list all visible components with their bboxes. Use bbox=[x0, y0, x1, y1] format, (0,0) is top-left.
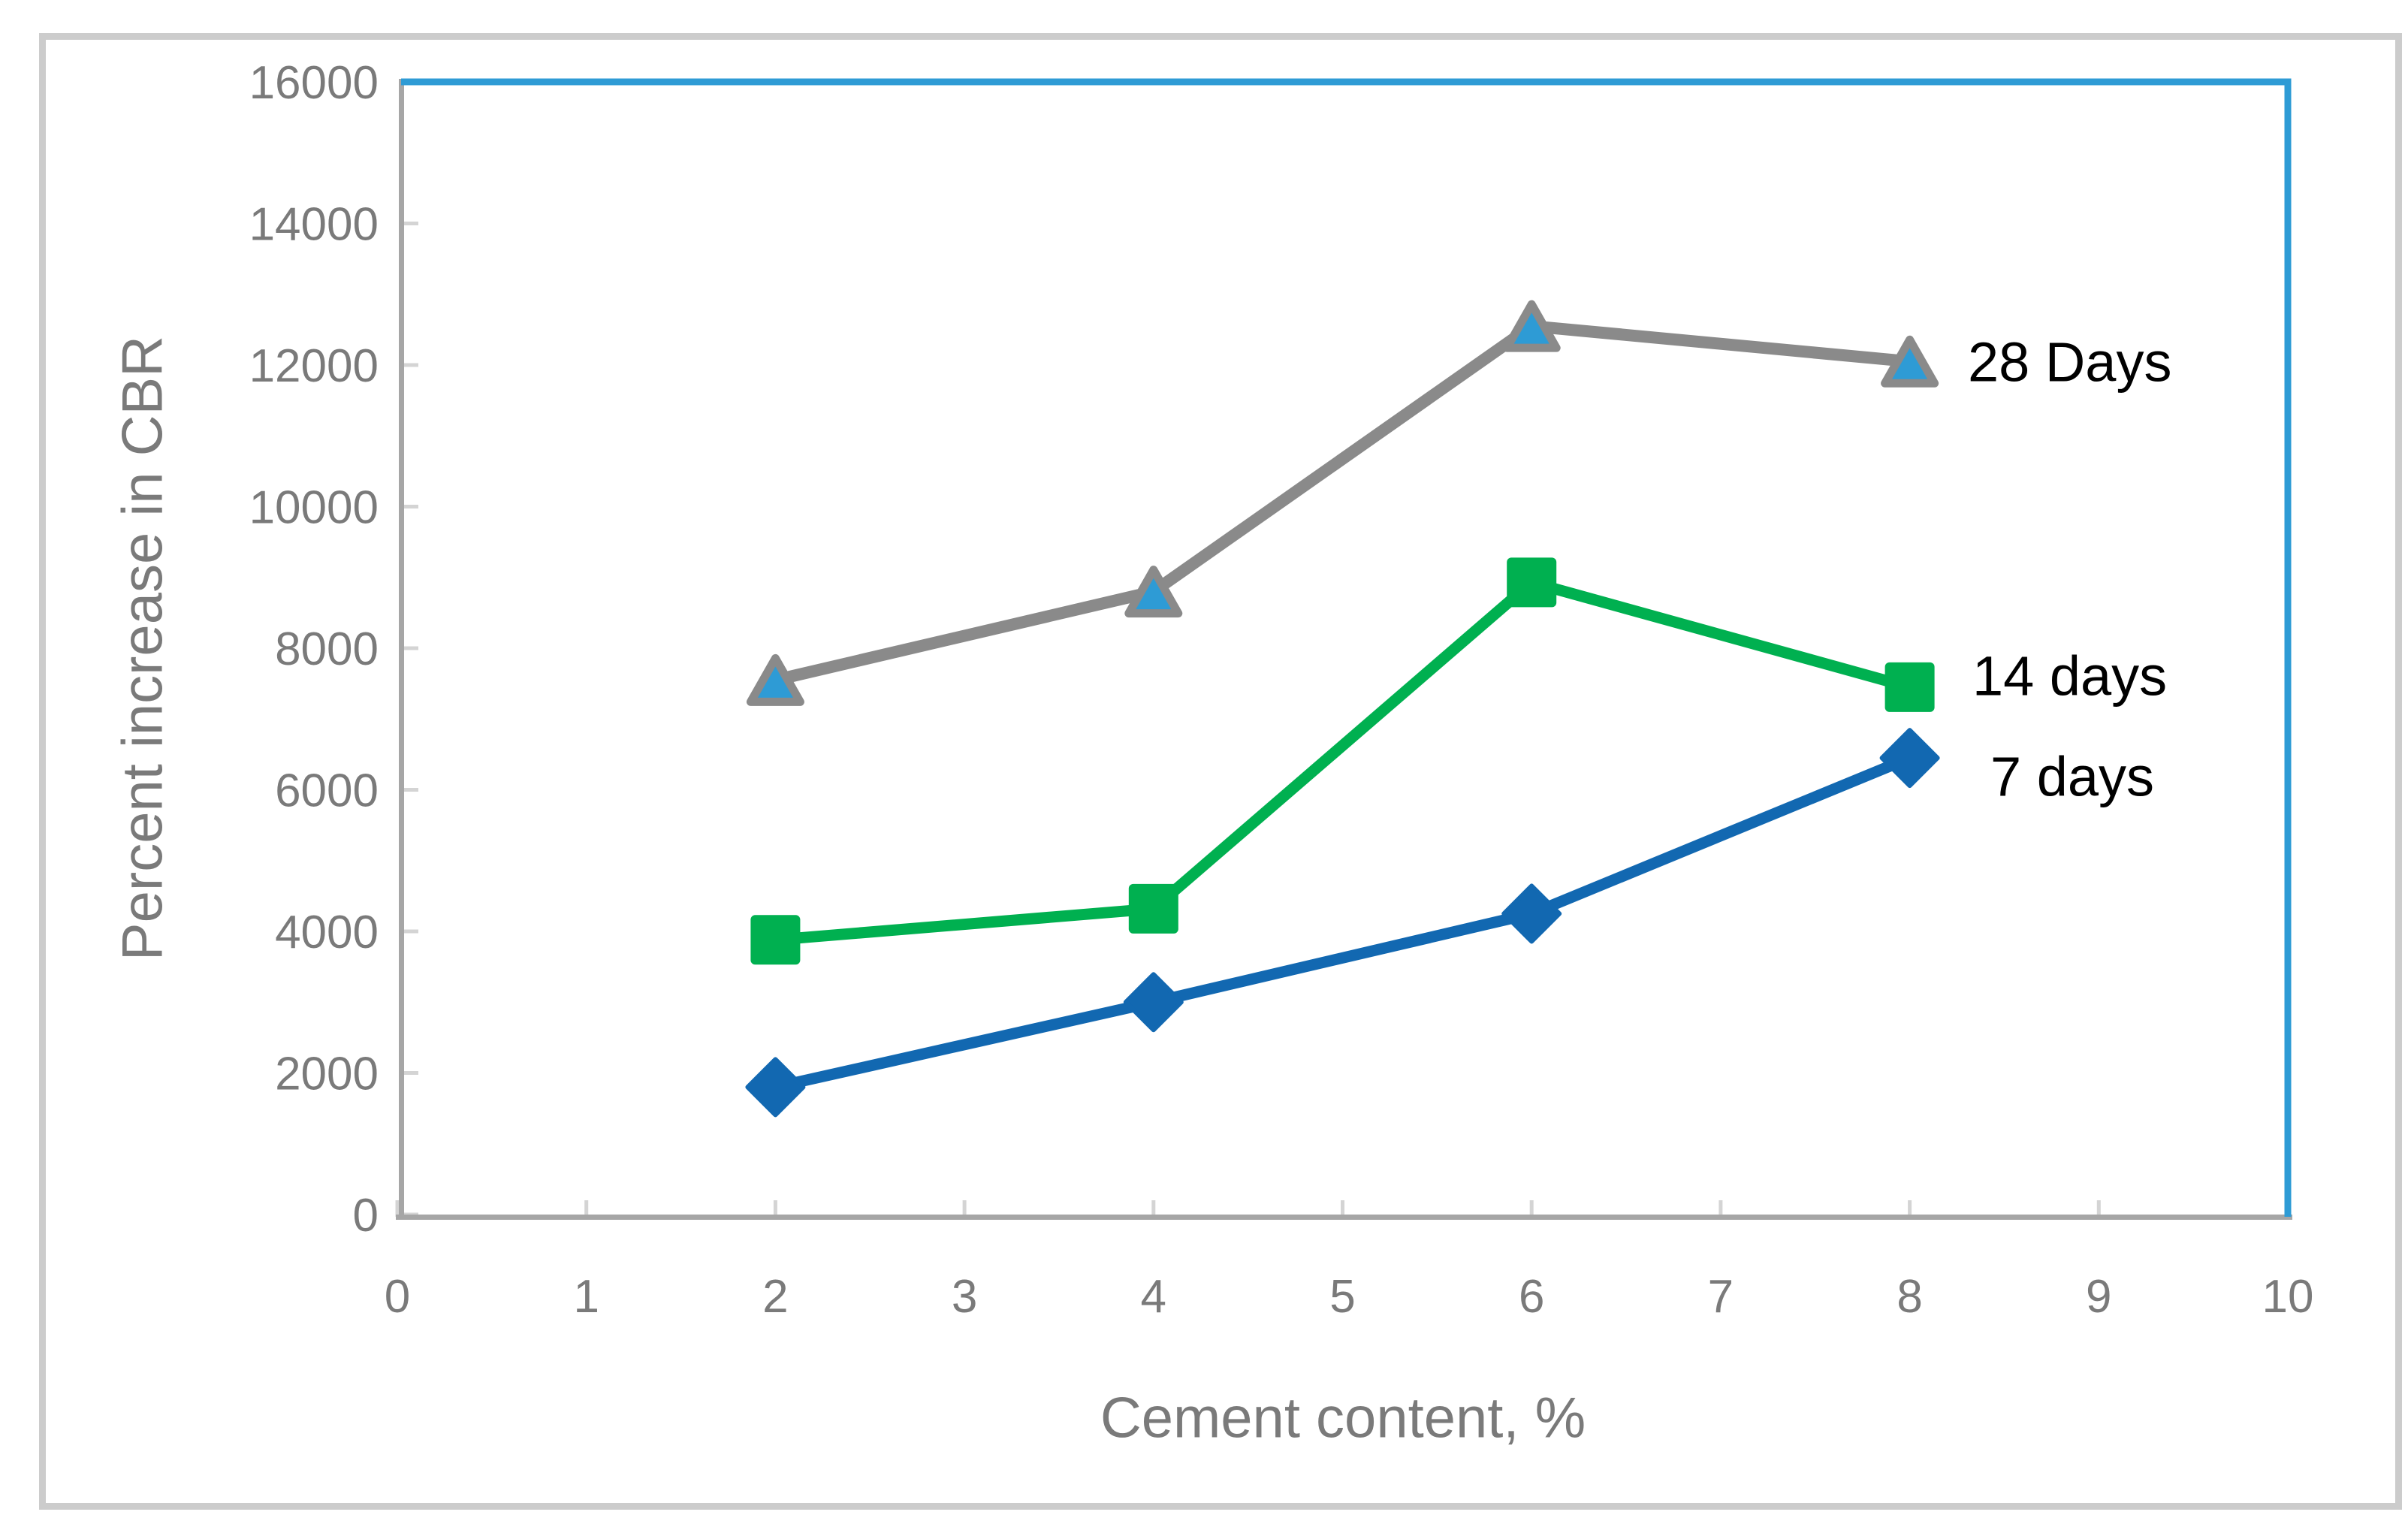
y-axis-tick-label: 16000 bbox=[249, 57, 379, 109]
series-label-14-days: 14 days bbox=[1972, 644, 2168, 708]
chart-frame-border bbox=[39, 33, 2402, 1510]
x-axis-tick-label: 1 bbox=[573, 1271, 599, 1323]
diamond-marker-7-days bbox=[1501, 883, 1562, 944]
triangle-marker-28-days bbox=[1502, 300, 1561, 352]
x-axis-tick-label: 2 bbox=[762, 1271, 788, 1323]
x-axis-tick-label: 7 bbox=[1708, 1271, 1734, 1323]
y-axis-tick-label: 0 bbox=[353, 1190, 379, 1242]
triangle-marker-28-days bbox=[746, 653, 804, 706]
y-axis-tick-label: 14000 bbox=[249, 199, 379, 251]
y-axis-tick-label: 6000 bbox=[275, 765, 379, 817]
x-axis-tick-label: 6 bbox=[1519, 1271, 1544, 1323]
diamond-marker-7-days bbox=[1879, 728, 1940, 789]
square-marker-14-days bbox=[1884, 662, 1935, 712]
y-axis-tick-label: 2000 bbox=[275, 1049, 379, 1100]
square-marker-14-days bbox=[1128, 883, 1178, 934]
plot-area-border bbox=[401, 78, 2292, 1217]
x-axis-tick-label: 10 bbox=[2262, 1271, 2314, 1323]
series-line-7-days bbox=[774, 753, 1912, 1093]
x-axis-tick-label: 8 bbox=[1897, 1271, 1922, 1323]
y-axis-tick-label: 4000 bbox=[275, 907, 379, 958]
x-axis-tick-label: 3 bbox=[952, 1271, 977, 1323]
diamond-marker-7-days bbox=[1123, 972, 1184, 1033]
series-line-28-days bbox=[774, 320, 1911, 687]
x-axis-title: Cement content, % bbox=[1100, 1386, 1586, 1450]
y-axis-tick-label: 8000 bbox=[275, 623, 379, 675]
series-label-28-days: 28 Days bbox=[1968, 330, 2172, 394]
triangle-marker-28-days bbox=[1124, 566, 1183, 618]
x-axis-tick-label: 5 bbox=[1329, 1271, 1355, 1323]
x-axis-tick-label: 4 bbox=[1141, 1271, 1166, 1323]
x-axis-tick-label: 9 bbox=[2086, 1271, 2111, 1323]
diamond-marker-7-days bbox=[745, 1057, 806, 1118]
series-line-14-days bbox=[774, 576, 1912, 946]
triangle-marker-28-days bbox=[1881, 335, 1939, 388]
series-label-7-days: 7 days bbox=[1990, 745, 2155, 808]
y-axis-title: Percent increase in CBR bbox=[110, 335, 175, 961]
x-axis-tick-label: 0 bbox=[385, 1271, 410, 1323]
square-marker-14-days bbox=[1507, 557, 1557, 608]
square-marker-14-days bbox=[750, 915, 801, 965]
y-axis-tick-label: 10000 bbox=[249, 482, 379, 534]
y-axis-tick-label: 12000 bbox=[249, 340, 379, 392]
